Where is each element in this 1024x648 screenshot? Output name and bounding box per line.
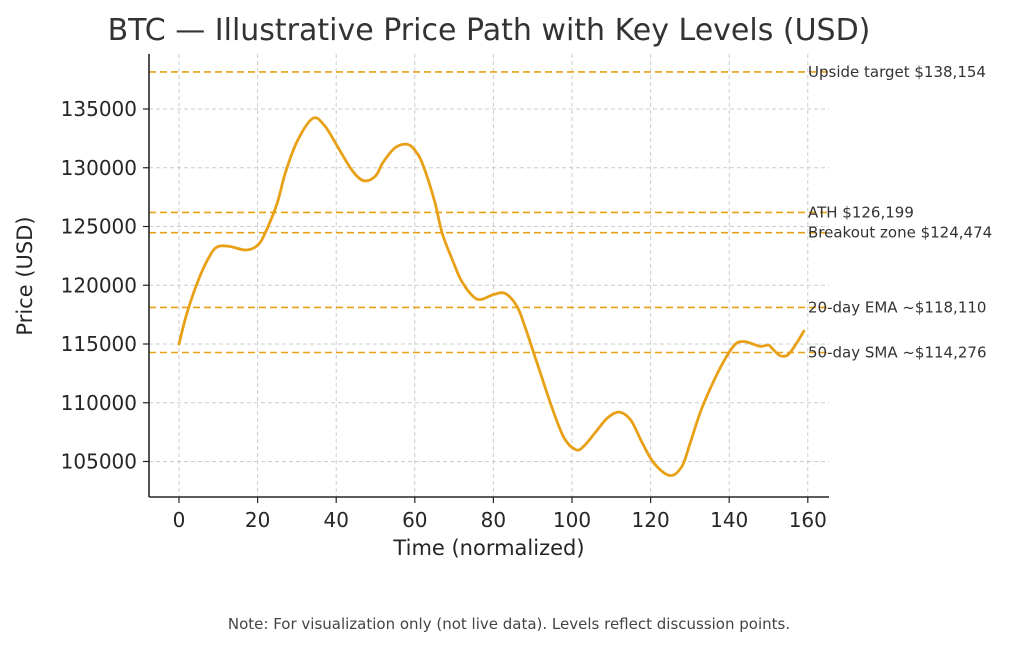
x-tick-label: 120: [632, 508, 670, 532]
x-tick-label: 60: [402, 508, 427, 532]
level-labels: Upside target $138,154 ATH $126,199 Breako…: [808, 63, 992, 362]
y-axis-label: Price (USD): [13, 216, 37, 335]
level-label-upside-target: Upside target $138,154: [808, 63, 986, 81]
footnote: Note: For visualization only (not live d…: [227, 615, 791, 633]
x-tick-label: 160: [789, 508, 827, 532]
level-label-breakout-zone: Breakout zone $124,474: [808, 224, 992, 242]
series: [177, 116, 806, 477]
y-tick-label: 105000: [61, 450, 137, 474]
x-tick-label: 140: [710, 508, 748, 532]
x-axis-label: Time (normalized): [392, 536, 584, 560]
level-label-sma-50: 50-day SMA ~$114,276: [808, 344, 987, 362]
y-tick-label: 110000: [61, 391, 137, 415]
x-tick-label: 0: [173, 508, 186, 532]
level-label-ath: ATH $126,199: [808, 203, 914, 221]
y-tick-label: 130000: [61, 156, 137, 180]
grid: [149, 54, 829, 497]
y-tick-label: 125000: [61, 215, 137, 239]
x-tick-label: 20: [245, 508, 270, 532]
x-tick-label: 100: [553, 508, 591, 532]
chart-title: BTC — Illustrative Price Path with Key L…: [108, 13, 871, 48]
y-tick-label: 115000: [61, 332, 137, 356]
y-tick-label: 135000: [61, 97, 137, 121]
level-label-ema-20: 20-day EMA ~$118,110: [808, 298, 986, 316]
y-axis-ticks: 105000 110000 115000 120000 125000 130000 1350…: [61, 97, 149, 474]
axes: [148, 54, 829, 498]
x-tick-label: 40: [323, 508, 348, 532]
x-tick-label: 80: [481, 508, 506, 532]
x-axis-ticks: 0 20 40 60 80 100 120 140 160: [173, 497, 827, 532]
key-levels: [149, 71, 829, 354]
price-line: [177, 116, 806, 477]
y-tick-label: 120000: [61, 273, 137, 297]
